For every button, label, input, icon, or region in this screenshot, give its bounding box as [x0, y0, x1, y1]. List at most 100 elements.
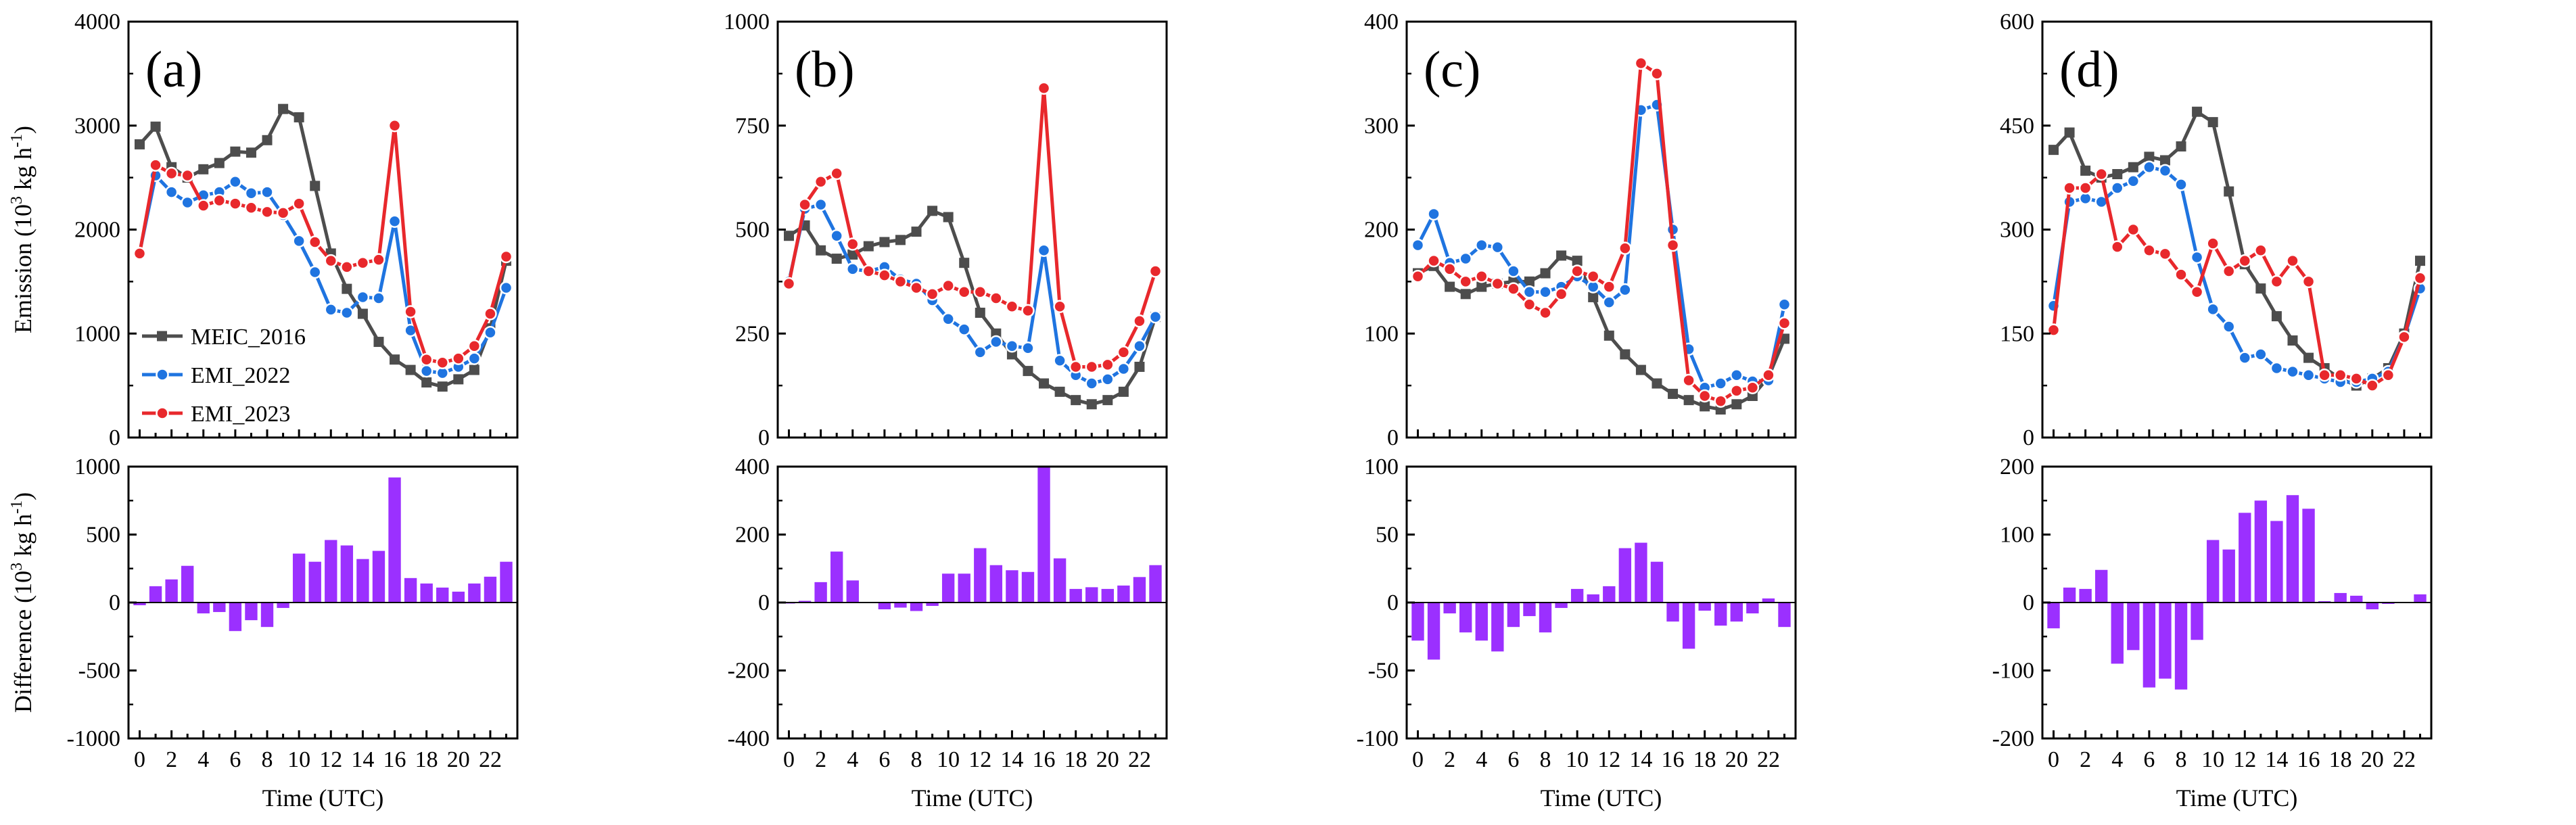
diff-bar: [245, 603, 258, 621]
x-tick-label: 22: [1757, 747, 1780, 772]
y-tick-label: 600: [2000, 9, 2034, 34]
x-tick-label: 18: [2329, 747, 2352, 772]
data-point: [2286, 254, 2299, 268]
diff-bar: [356, 559, 369, 603]
diff-bar: [1021, 571, 1035, 603]
data-point: [372, 291, 385, 305]
x-tick-label: 2: [2080, 747, 2091, 772]
data-point: [229, 175, 242, 189]
data-point: [1102, 395, 1113, 406]
y-tick-label: 500: [86, 523, 120, 548]
data-point: [831, 254, 842, 264]
diff-bar: [1555, 603, 1568, 609]
diff-bar: [878, 603, 891, 610]
diff-bar: [484, 576, 497, 603]
y-tick-label: 0: [1387, 425, 1399, 450]
diff-bar: [2254, 500, 2268, 603]
diff-bar: [989, 565, 1003, 603]
y-tick-label: -100: [1992, 659, 2034, 684]
x-tick-label: 4: [197, 747, 209, 772]
data-point: [2046, 323, 2061, 337]
data-point: [181, 195, 194, 210]
data-point: [388, 119, 402, 133]
data-point: [1427, 254, 1441, 268]
x-tick-label: 8: [2176, 747, 2187, 772]
data-point: [1475, 269, 1489, 283]
data-point: [181, 168, 194, 183]
data-point: [957, 285, 971, 299]
x-tick-label: 22: [2393, 747, 2416, 772]
y-tick-label: 450: [2000, 114, 2034, 139]
y-tick-label: 0: [2023, 590, 2034, 615]
data-point: [2064, 127, 2075, 138]
data-point: [260, 205, 274, 219]
x-tick-label: 12: [319, 747, 342, 772]
data-point: [2397, 330, 2411, 344]
data-point: [2270, 361, 2284, 375]
diff-bar: [958, 573, 970, 603]
data-point: [1005, 339, 1019, 353]
data-point: [846, 262, 860, 276]
diff-bar: [277, 603, 289, 609]
data-point: [2333, 369, 2347, 382]
data-point: [1101, 373, 1115, 386]
data-point: [941, 312, 955, 326]
panel-label: (b): [795, 41, 855, 98]
diff-bar: [500, 561, 513, 603]
data-point: [2287, 335, 2298, 346]
y-tick-label: 400: [1364, 9, 1399, 34]
data-point: [484, 307, 497, 321]
diff-bar: [2222, 549, 2235, 603]
data-point: [2301, 369, 2316, 382]
x-tick-label: 8: [262, 747, 273, 772]
data-point: [164, 185, 179, 199]
data-point: [229, 197, 242, 210]
data-point: [340, 306, 354, 320]
data-point: [2254, 243, 2268, 257]
data-point: [1460, 289, 1471, 300]
x-tick-label: 16: [383, 747, 406, 772]
diff-bar: [2047, 603, 2060, 629]
data-point: [911, 227, 922, 237]
diff-bar: [468, 583, 481, 603]
data-point: [245, 147, 256, 158]
diff-bar: [2302, 509, 2315, 603]
y-tick-label: 400: [735, 454, 770, 479]
data-point: [2366, 379, 2379, 392]
data-point: [2176, 141, 2186, 151]
data-point: [878, 268, 891, 282]
data-point: [1682, 373, 1695, 387]
data-point: [2349, 372, 2363, 385]
diff-bar: [165, 579, 178, 603]
diff-bar: [1475, 603, 1488, 641]
data-point: [1507, 282, 1520, 296]
diff-bar: [1006, 570, 1018, 603]
x-tick-label: 12: [1597, 747, 1620, 772]
x-axis-title: Time (UTC): [912, 784, 1033, 811]
data-point: [453, 374, 464, 385]
panel-label: (d): [2059, 41, 2120, 98]
data-point: [1069, 360, 1083, 374]
data-point: [212, 193, 227, 208]
data-point: [149, 158, 162, 172]
y-tick-label: -500: [78, 659, 120, 684]
data-point: [1507, 264, 1520, 278]
data-point: [260, 185, 274, 199]
data-point: [957, 323, 971, 336]
data-point: [356, 256, 370, 270]
diff-bar: [2079, 588, 2092, 603]
y-tick-label: 250: [735, 321, 770, 346]
data-point: [989, 335, 1003, 349]
data-point: [1021, 341, 1035, 355]
diff-bar: [941, 573, 955, 603]
data-point: [1443, 262, 1457, 276]
data-point: [1556, 250, 1567, 261]
data-point: [2190, 250, 2204, 264]
y-axis-title-difference-prefix: Difference (10: [9, 571, 37, 713]
data-point: [2381, 369, 2395, 382]
data-point: [310, 181, 321, 191]
diff-bar: [1459, 603, 1472, 633]
data-point: [814, 197, 828, 212]
